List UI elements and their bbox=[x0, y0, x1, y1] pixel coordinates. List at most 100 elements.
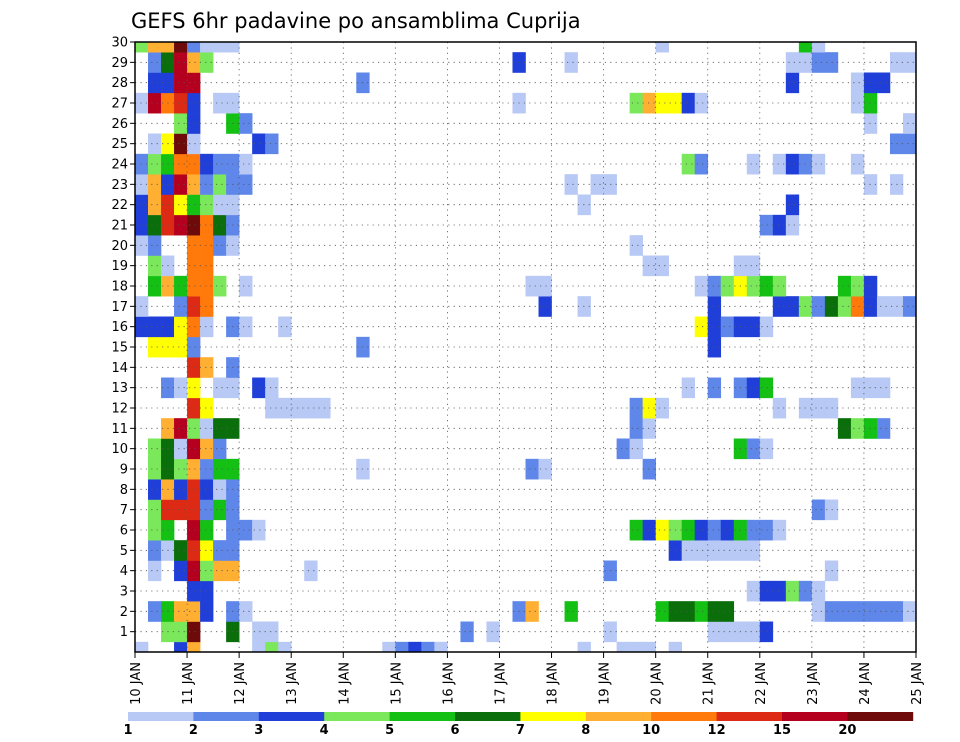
heatmap-cell bbox=[304, 560, 318, 582]
y-tick-label: 9 bbox=[120, 463, 128, 478]
heatmap-cell bbox=[200, 42, 214, 53]
y-tick-label: 13 bbox=[111, 381, 128, 396]
heatmap-cell bbox=[850, 296, 865, 317]
heatmap-cell bbox=[382, 641, 396, 653]
heatmap-cell bbox=[785, 153, 800, 175]
heatmap-cell bbox=[720, 601, 735, 622]
heatmap-cell bbox=[148, 133, 162, 155]
heatmap-cell bbox=[239, 174, 253, 195]
x-tick-label: 11 JAN bbox=[181, 662, 196, 705]
heatmap-cell bbox=[187, 377, 201, 399]
heatmap-cell bbox=[174, 601, 188, 622]
heatmap-cells bbox=[135, 42, 917, 653]
heatmap-cell bbox=[200, 255, 214, 277]
heatmap-cell bbox=[824, 52, 839, 73]
heatmap-cell bbox=[135, 214, 149, 236]
y-tick-label: 4 bbox=[120, 564, 128, 579]
y-tick-label: 14 bbox=[111, 361, 128, 376]
heatmap-cell bbox=[421, 641, 435, 653]
y-tick-label: 26 bbox=[111, 117, 128, 132]
heatmap-cell bbox=[239, 113, 253, 134]
colorbar-segment bbox=[716, 712, 783, 721]
colorbar-label: 6 bbox=[450, 723, 459, 738]
heatmap-cell bbox=[538, 296, 552, 317]
heatmap-cell bbox=[187, 153, 201, 175]
heatmap-cell bbox=[538, 458, 552, 480]
heatmap-cell bbox=[759, 316, 774, 338]
heatmap-cell bbox=[707, 275, 722, 297]
heatmap-cell bbox=[148, 540, 162, 561]
heatmap-cell bbox=[629, 92, 643, 114]
heatmap-cell bbox=[720, 519, 735, 541]
x-tick-label: 14 JAN bbox=[337, 662, 352, 705]
y-tick-label: 30 bbox=[111, 36, 128, 51]
heatmap-cell bbox=[694, 275, 709, 297]
heatmap-cell bbox=[746, 316, 761, 338]
colorbar-label: 3 bbox=[254, 723, 263, 738]
heatmap-cell bbox=[239, 519, 253, 541]
heatmap-cell bbox=[408, 641, 422, 653]
heatmap-cell bbox=[655, 255, 669, 277]
heatmap-cell bbox=[902, 113, 917, 134]
heatmap-cell bbox=[681, 601, 696, 622]
heatmap-cell bbox=[174, 560, 188, 582]
heatmap-cell bbox=[239, 275, 253, 297]
heatmap-cell bbox=[213, 560, 227, 582]
heatmap-cell bbox=[200, 275, 214, 297]
heatmap-cell bbox=[148, 519, 162, 541]
colorbar-label: 15 bbox=[773, 723, 791, 738]
y-tick-label: 27 bbox=[111, 97, 128, 112]
y-tick-label: 28 bbox=[111, 76, 128, 91]
x-tick-label: 16 JAN bbox=[441, 662, 456, 705]
heatmap-cell bbox=[759, 438, 774, 460]
x-tick-label: 20 JAN bbox=[650, 662, 665, 705]
heatmap-cell bbox=[187, 92, 201, 114]
heatmap-cell bbox=[213, 458, 227, 480]
colorbar-segment bbox=[847, 712, 914, 721]
heatmap-cell bbox=[213, 235, 227, 256]
heatmap-cell bbox=[187, 296, 201, 317]
heatmap-cell bbox=[785, 194, 800, 216]
y-tick-label: 1 bbox=[120, 625, 128, 640]
heatmap-cell bbox=[642, 92, 656, 114]
heatmap-cell bbox=[200, 580, 214, 602]
colorbar-label: 1 bbox=[123, 723, 132, 738]
heatmap-cell bbox=[213, 194, 227, 216]
heatmap-cell bbox=[200, 235, 214, 256]
colorbar-label: 10 bbox=[642, 723, 660, 738]
heatmap-cell bbox=[187, 174, 201, 195]
heatmap-cell bbox=[759, 214, 774, 236]
heatmap-cell bbox=[148, 174, 162, 195]
x-tick-label: 24 JAN bbox=[858, 662, 873, 705]
heatmap-cell bbox=[148, 458, 162, 480]
heatmap-cell bbox=[265, 621, 279, 643]
heatmap-cell bbox=[213, 153, 227, 175]
colorbar-segment bbox=[782, 712, 848, 721]
heatmap-cell bbox=[161, 42, 175, 53]
heatmap-cell bbox=[200, 540, 214, 561]
heatmap-cell bbox=[148, 438, 162, 460]
heatmap-cell bbox=[850, 72, 865, 94]
grid-lines bbox=[135, 42, 916, 652]
heatmap-cell bbox=[187, 519, 201, 541]
heatmap-cell bbox=[174, 52, 188, 73]
heatmap-cell bbox=[681, 153, 696, 175]
heatmap-cell bbox=[811, 580, 826, 602]
heatmap-cell bbox=[837, 418, 852, 439]
colorbar-segment bbox=[193, 712, 260, 721]
heatmap-cell bbox=[174, 479, 188, 500]
heatmap-cell bbox=[642, 458, 656, 480]
heatmap-cell bbox=[759, 621, 774, 643]
heatmap-cell bbox=[200, 296, 214, 317]
heatmap-cell bbox=[148, 194, 162, 216]
heatmap-cell bbox=[564, 601, 578, 622]
heatmap-cell bbox=[200, 601, 214, 622]
heatmap-cell bbox=[642, 641, 656, 653]
colorbar-label: 8 bbox=[581, 723, 590, 738]
y-tick-label: 11 bbox=[111, 422, 128, 437]
heatmap-cell bbox=[213, 377, 227, 399]
heatmap-cell bbox=[746, 255, 761, 277]
heatmap-cell bbox=[785, 72, 800, 94]
heatmap-cell bbox=[824, 499, 839, 521]
